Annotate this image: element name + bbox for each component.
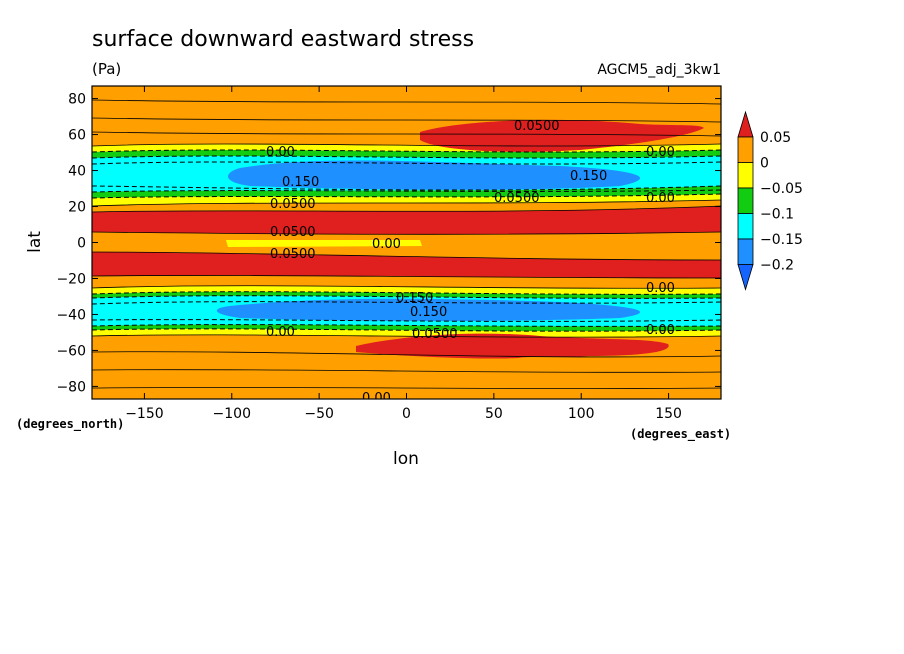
x-tick-label: 100 [568,406,595,422]
contour-lines [92,99,721,389]
patch-red-north [420,119,704,152]
colorbar-label: 0 [760,156,769,172]
y-axis-label: lat [25,231,45,253]
band-blue-north [228,160,640,190]
band-red-south-tropics [92,252,721,278]
x-units-label: (degrees_east) [630,427,731,442]
contour-label: 0.0500 [514,119,560,134]
band-red-north-tropics [92,206,721,235]
contour-lines-dashed [92,149,721,332]
x-tick-label: 0 [402,406,411,422]
colorbar-label: −0.15 [760,232,803,248]
y-axis: 80 60 40 20 0 −20 −40 −60 −80 [56,92,721,395]
colorbar: 0.05 0 −0.05 −0.1 −0.15 −0.2 [737,110,803,291]
contour-label: 0.00 [646,323,675,338]
x-axis: −150 −100 −50 0 50 100 150 [125,86,682,422]
band-blue-south [216,298,640,321]
contour-label: 0.0500 [270,247,316,262]
contour-label: 0.00 [372,237,401,252]
colorbar-segment [737,238,754,265]
y-tick-label: −60 [56,343,86,359]
y-tick-label: 40 [68,164,86,180]
y-tick-label: −40 [56,307,86,323]
x-axis-label: lon [393,449,419,469]
contour-label: 0.00 [362,391,391,406]
chart-title: surface downward eastward stress [92,27,474,52]
contour-label: 0.0500 [270,197,316,212]
chart-units: (Pa) [92,60,121,78]
colorbar-segment [737,213,754,240]
colorbar-label: 0.05 [760,130,791,146]
colorbar-segment [737,162,754,189]
y-tick-label: −20 [56,271,86,287]
contour-label: 0.00 [266,145,295,160]
x-tick-label: −50 [304,406,334,422]
y-units-label: (degrees_north) [16,417,124,432]
x-tick-label: −100 [213,406,251,422]
y-tick-label: 80 [68,92,86,108]
y-tick-label: 60 [68,128,86,144]
plot-area: 0.0500 0.00 0.150 0.150 0.0500 0.00 0.05… [92,86,721,406]
colorbar-label: −0.2 [760,258,794,274]
contour-label: 0.0500 [412,327,458,342]
contour-label: 0.00 [646,281,675,296]
contour-label: 0.150 [396,291,433,306]
x-tick-label: 150 [655,406,682,422]
band-yellow-equator [226,240,422,247]
colorbar-arrow-bottom [737,264,754,291]
contour-label: 0.150 [570,169,607,184]
model-label: AGCM5_adj_3kw1 [597,62,721,78]
contour-label: 0.00 [646,145,675,160]
contour-label: 0.150 [410,305,447,320]
y-tick-label: 20 [68,200,86,216]
colorbar-label: −0.1 [760,207,794,223]
colorbar-label: −0.05 [760,181,803,197]
x-tick-label: −150 [125,406,163,422]
colorbar-arrow-top [737,110,754,138]
colorbar-segment [737,187,754,214]
contour-label: 0.0500 [270,225,316,240]
contour-label: 0.0500 [494,191,540,206]
patch-red-south [356,333,669,359]
x-tick-label: 50 [485,406,503,422]
contour-labels: 0.0500 0.00 0.150 0.150 0.0500 0.00 0.05… [266,119,675,406]
y-tick-label: 0 [77,236,86,252]
y-tick-label: −80 [56,379,86,395]
contour-label: 0.150 [282,175,319,190]
contour-label: 0.00 [646,191,675,206]
colorbar-segment [737,136,754,163]
contour-label: 0.00 [266,325,295,340]
